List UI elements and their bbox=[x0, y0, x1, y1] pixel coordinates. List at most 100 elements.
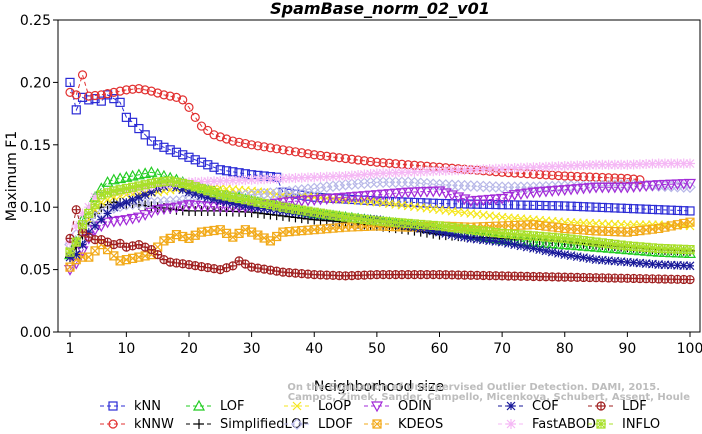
legend-item-fastabod: FastABOD bbox=[498, 417, 596, 432]
data-point bbox=[283, 197, 296, 208]
y-tick-label: 0.15 bbox=[20, 138, 51, 154]
data-point bbox=[673, 260, 682, 270]
data-point bbox=[65, 87, 75, 97]
data-point bbox=[328, 171, 339, 182]
data-point bbox=[153, 140, 163, 150]
x-tick-label: 40 bbox=[305, 341, 323, 357]
data-point bbox=[189, 200, 202, 212]
data-point bbox=[289, 196, 302, 208]
data-point bbox=[603, 173, 614, 183]
data-point bbox=[183, 193, 195, 206]
data-point bbox=[441, 222, 451, 232]
data-point bbox=[314, 194, 327, 206]
legend-label: KDEOS bbox=[398, 417, 443, 432]
data-point bbox=[685, 274, 695, 285]
data-point bbox=[597, 238, 607, 248]
legend-item-knn: kNN bbox=[100, 399, 161, 414]
data-point bbox=[209, 194, 219, 204]
legend-label: LDOF bbox=[318, 417, 353, 432]
data-point bbox=[197, 191, 206, 201]
data-point bbox=[572, 160, 583, 171]
data-point bbox=[529, 243, 538, 253]
data-point bbox=[71, 237, 81, 247]
data-point bbox=[629, 258, 639, 268]
x-tick-label: 100 bbox=[677, 341, 702, 357]
data-point bbox=[196, 121, 207, 131]
data-point bbox=[77, 220, 88, 230]
data-point bbox=[259, 204, 269, 214]
data-point bbox=[184, 102, 194, 112]
data-point bbox=[340, 171, 351, 181]
data-point bbox=[146, 178, 157, 189]
data-point bbox=[441, 228, 451, 238]
data-point bbox=[302, 183, 314, 196]
data-point bbox=[190, 176, 201, 187]
data-point bbox=[333, 193, 346, 204]
data-point bbox=[159, 142, 169, 152]
data-point bbox=[146, 187, 156, 197]
data-point bbox=[203, 125, 213, 136]
data-point bbox=[322, 151, 332, 161]
data-point bbox=[483, 194, 496, 206]
data-point bbox=[146, 86, 157, 96]
data-point bbox=[622, 257, 632, 267]
x-tick-label: 60 bbox=[431, 341, 449, 357]
data-point bbox=[420, 186, 433, 198]
data-point bbox=[622, 173, 632, 184]
credit-line-1: Campos, Zimek, Sander, Campello, Micenko… bbox=[288, 392, 690, 403]
data-point bbox=[621, 182, 634, 194]
data-point bbox=[365, 169, 376, 180]
legend-label: ODIN bbox=[398, 399, 432, 414]
data-point bbox=[421, 166, 432, 177]
data-point bbox=[96, 215, 106, 225]
data-point bbox=[253, 141, 263, 151]
data-point bbox=[121, 85, 131, 95]
data-point bbox=[597, 202, 607, 213]
data-point bbox=[340, 153, 351, 164]
data-point bbox=[685, 158, 695, 169]
data-point bbox=[471, 195, 484, 207]
data-point bbox=[102, 188, 113, 198]
data-point bbox=[109, 87, 119, 97]
data-point bbox=[428, 166, 439, 177]
data-point bbox=[140, 85, 150, 95]
y-tick-label: 0.25 bbox=[20, 13, 51, 29]
data-point bbox=[284, 173, 295, 184]
data-point bbox=[209, 130, 219, 140]
data-point bbox=[684, 181, 696, 194]
data-point bbox=[90, 200, 100, 210]
data-point bbox=[65, 77, 75, 88]
data-point bbox=[103, 209, 113, 218]
data-point bbox=[71, 90, 81, 100]
legend-item-ldf: LDF bbox=[588, 399, 647, 414]
data-point bbox=[571, 184, 584, 195]
y-axis-title: Maximum F1 bbox=[4, 131, 20, 221]
data-point bbox=[453, 223, 463, 233]
data-point bbox=[171, 92, 182, 102]
data-point bbox=[234, 137, 244, 147]
data-point bbox=[77, 208, 88, 219]
data-point bbox=[572, 252, 582, 262]
data-point bbox=[427, 186, 440, 198]
data-point bbox=[546, 186, 559, 197]
y-tick-label: 0.00 bbox=[20, 325, 51, 341]
legend-label: kNN bbox=[134, 399, 161, 414]
data-point bbox=[240, 138, 250, 149]
x-tick-label: 80 bbox=[556, 341, 574, 357]
data-point bbox=[384, 158, 394, 168]
data-point bbox=[253, 203, 263, 213]
data-point bbox=[665, 179, 678, 191]
data-point bbox=[666, 205, 676, 215]
data-point bbox=[472, 164, 483, 175]
data-point bbox=[71, 105, 81, 115]
data-point bbox=[434, 166, 445, 177]
data-point bbox=[190, 189, 200, 199]
data-point bbox=[259, 142, 269, 152]
data-point bbox=[320, 194, 333, 205]
data-point bbox=[441, 198, 451, 209]
legend-item-cof: COF bbox=[498, 399, 559, 414]
data-point bbox=[347, 194, 357, 205]
data-point bbox=[552, 237, 565, 249]
data-point bbox=[503, 238, 513, 248]
